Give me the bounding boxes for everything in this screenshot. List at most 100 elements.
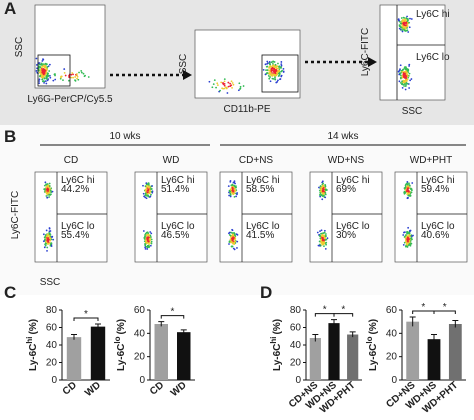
event-dot	[212, 83, 215, 86]
event-dot	[239, 88, 241, 90]
event-dot	[277, 67, 280, 70]
panel-label: C	[4, 283, 16, 302]
event-dot	[399, 76, 402, 79]
y-axis-label-main: Ly-6C	[272, 344, 283, 371]
event-dot	[405, 77, 407, 80]
y-tick-label: 0	[295, 375, 301, 386]
event-dot	[144, 247, 147, 250]
event-dot	[276, 71, 278, 74]
event-dot	[403, 26, 406, 28]
event-dot	[44, 188, 46, 190]
error-bar	[331, 319, 337, 327]
event-dot	[398, 27, 401, 30]
event-dot	[282, 70, 285, 73]
event-dot	[406, 231, 408, 233]
event-dot	[404, 235, 406, 238]
event-dot	[44, 234, 47, 237]
event-dot	[51, 236, 53, 239]
event-dot	[151, 185, 154, 187]
event-dot	[404, 67, 407, 70]
gate-label: Ly6C lo	[416, 52, 450, 63]
x-tick-label: WD	[83, 380, 103, 399]
x-axis-label: SSC	[40, 277, 61, 288]
event-dot	[147, 186, 150, 188]
event-dot	[41, 60, 44, 62]
event-dot	[398, 80, 401, 83]
event-dot	[271, 75, 274, 77]
event-dot	[40, 74, 43, 77]
event-dot	[406, 188, 409, 191]
event-dot	[147, 189, 149, 192]
event-dot	[233, 192, 236, 195]
event-dot	[41, 76, 44, 79]
gate-label: Ly6C hi	[336, 175, 370, 186]
event-dot	[402, 74, 405, 76]
event-dot	[404, 66, 407, 69]
event-dot	[401, 68, 404, 71]
event-dot	[47, 241, 50, 243]
event-dot	[233, 188, 236, 191]
event-dot	[35, 70, 38, 72]
event-dot	[144, 239, 147, 242]
y-axis-label: Ly-6Clo(%)	[365, 319, 379, 371]
event-dot	[43, 184, 46, 187]
event-dot	[223, 80, 226, 83]
x-tick-label: CD	[61, 380, 79, 398]
event-dot	[38, 71, 41, 74]
event-dot	[408, 72, 411, 75]
event-dot	[272, 69, 275, 71]
gate	[37, 54, 71, 87]
event-dot	[324, 196, 327, 199]
event-dot	[410, 18, 413, 20]
event-dot	[38, 66, 40, 69]
x-axis-label: CD11b-PE	[223, 104, 270, 115]
event-dot	[320, 241, 323, 244]
event-dot	[274, 78, 277, 81]
error-bar	[158, 321, 165, 327]
event-dot	[398, 73, 401, 76]
event-dot	[215, 86, 217, 89]
event-dot	[49, 189, 52, 192]
event-dot	[229, 195, 232, 198]
event-dot	[150, 190, 153, 193]
event-dot	[267, 75, 270, 77]
event-dot	[223, 82, 226, 85]
error-bar	[95, 323, 101, 330]
event-dot	[45, 242, 47, 245]
event-dot	[406, 180, 409, 183]
event-dot	[274, 63, 277, 66]
event-dot	[46, 246, 49, 249]
event-dot	[404, 184, 407, 187]
event-dot	[146, 237, 148, 239]
event-dot	[229, 85, 232, 88]
event-dot	[146, 191, 149, 194]
event-dot	[234, 240, 237, 243]
event-dot	[49, 76, 52, 79]
bar	[448, 324, 462, 380]
event-dot	[70, 76, 73, 79]
event-dot	[404, 19, 407, 22]
event-dot	[401, 86, 404, 89]
event-dot	[401, 20, 404, 23]
event-dot	[228, 240, 231, 243]
event-dot	[401, 30, 404, 33]
gate	[261, 54, 299, 93]
event-dot	[406, 193, 409, 196]
event-dot	[78, 71, 80, 74]
event-dot	[145, 245, 148, 248]
event-dot	[48, 196, 51, 198]
event-dot	[267, 62, 269, 64]
event-dot	[404, 186, 407, 189]
event-dot	[149, 244, 152, 247]
y-axis-label-main: Ly-6C	[116, 344, 127, 371]
event-dot	[236, 240, 239, 243]
event-dot	[233, 237, 236, 239]
event-dot	[236, 233, 239, 236]
event-dot	[321, 235, 324, 238]
event-dot	[83, 75, 86, 78]
event-dot	[48, 227, 51, 229]
event-dot	[80, 69, 83, 72]
event-dot	[44, 62, 47, 65]
gate-label: Ly6C hi	[161, 175, 195, 186]
event-dot	[46, 193, 49, 196]
